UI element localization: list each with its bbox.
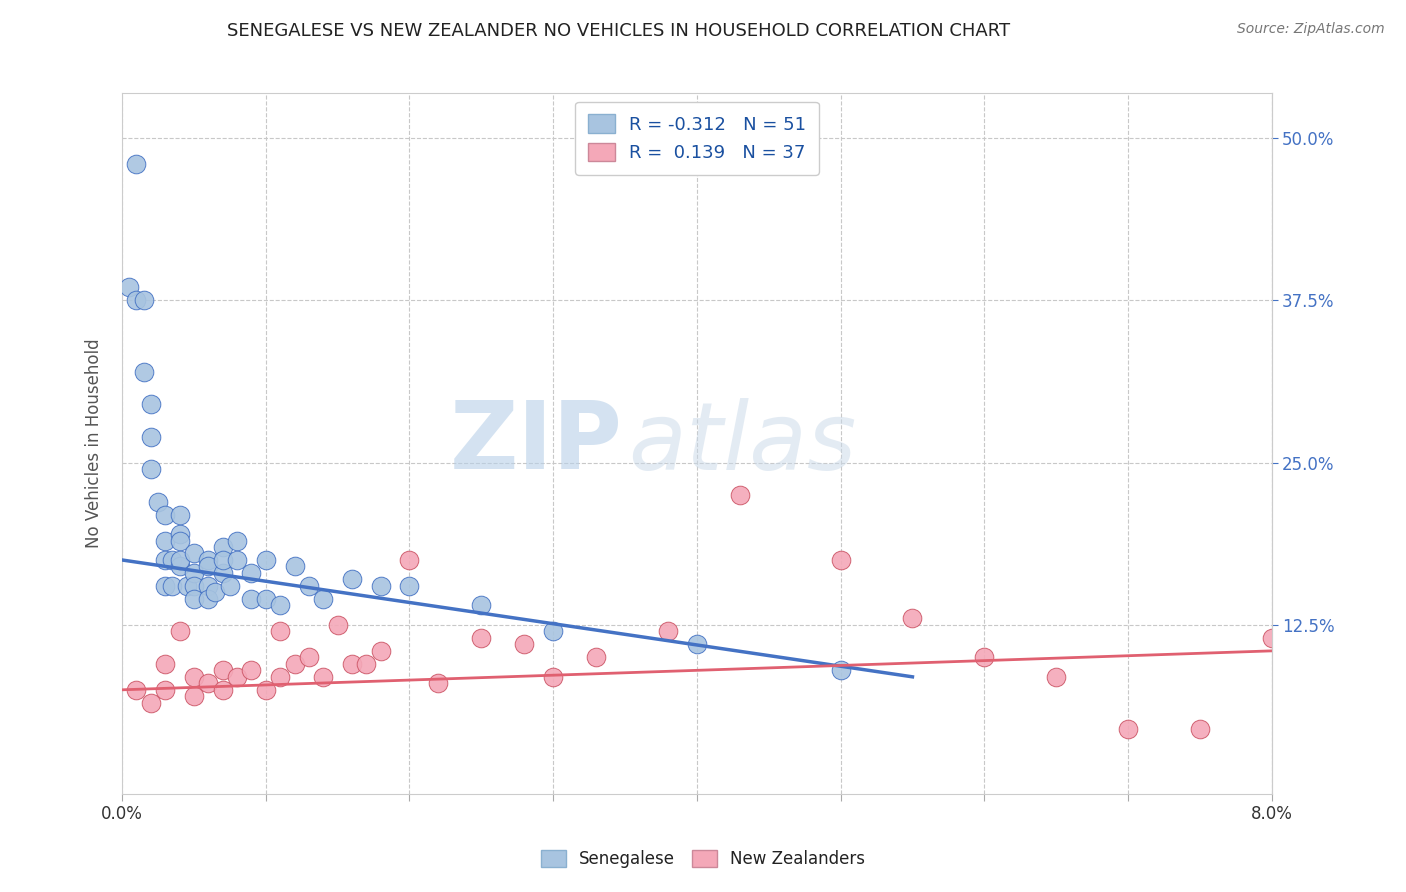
Point [183, 690, 205, 704]
Point [125, 682, 148, 697]
Point [973, 650, 995, 665]
Point [153, 553, 176, 567]
Point [370, 579, 392, 593]
Point [269, 624, 291, 639]
Text: SENEGALESE VS NEW ZEALANDER NO VEHICLES IN HOUSEHOLD CORRELATION CHART: SENEGALESE VS NEW ZEALANDER NO VEHICLES … [228, 22, 1010, 40]
Point [240, 663, 263, 677]
Point [197, 676, 219, 690]
Point [226, 670, 249, 684]
Point [269, 670, 291, 684]
Point [139, 462, 162, 476]
Point [139, 397, 162, 411]
Point [226, 553, 249, 567]
Point [139, 430, 162, 444]
Point [125, 157, 148, 171]
Point [169, 624, 191, 639]
Point [398, 579, 420, 593]
Point [197, 559, 219, 574]
Point [197, 591, 219, 606]
Point [169, 533, 191, 548]
Point [132, 365, 155, 379]
Point [657, 624, 679, 639]
Point [226, 533, 249, 548]
Point [240, 566, 263, 580]
Point [830, 553, 852, 567]
Point [1188, 722, 1211, 736]
Point [1260, 631, 1282, 645]
Point [686, 637, 709, 651]
Point [169, 559, 191, 574]
Point [132, 293, 155, 308]
Point [218, 579, 240, 593]
Text: atlas: atlas [628, 398, 856, 489]
Point [585, 650, 607, 665]
Y-axis label: No Vehicles in Household: No Vehicles in Household [86, 338, 103, 548]
Point [427, 676, 450, 690]
Point [901, 611, 924, 625]
Point [183, 579, 205, 593]
Point [153, 657, 176, 671]
Text: ZIP: ZIP [450, 397, 623, 489]
Point [283, 559, 305, 574]
Point [470, 599, 492, 613]
Point [169, 553, 191, 567]
Point [470, 631, 492, 645]
Point [211, 540, 233, 554]
Point [340, 573, 363, 587]
Point [269, 599, 291, 613]
Point [162, 553, 184, 567]
Point [169, 508, 191, 522]
Point [162, 579, 184, 593]
Point [254, 553, 277, 567]
Point [312, 670, 335, 684]
Point [211, 663, 233, 677]
Point [211, 682, 233, 697]
Point [153, 533, 176, 548]
Point [254, 682, 277, 697]
Point [1116, 722, 1139, 736]
Point [398, 553, 420, 567]
Point [183, 547, 205, 561]
Point [153, 508, 176, 522]
Point [254, 591, 277, 606]
Point [298, 579, 321, 593]
Point [176, 579, 198, 593]
Point [146, 494, 169, 508]
Point [240, 591, 263, 606]
Point [1045, 670, 1067, 684]
Point [340, 657, 363, 671]
Point [197, 553, 219, 567]
Point [541, 670, 564, 684]
Point [370, 644, 392, 658]
Point [298, 650, 321, 665]
Point [197, 579, 219, 593]
Point [211, 553, 233, 567]
Point [153, 579, 176, 593]
Point [541, 624, 564, 639]
Point [118, 280, 141, 294]
Point [183, 566, 205, 580]
Point [169, 527, 191, 541]
Point [728, 488, 751, 502]
Point [204, 585, 226, 599]
Legend: R = -0.312   N = 51, R =  0.139   N = 37: R = -0.312 N = 51, R = 0.139 N = 37 [575, 102, 818, 175]
Point [356, 657, 378, 671]
Point [183, 591, 205, 606]
Point [125, 293, 148, 308]
Text: Source: ZipAtlas.com: Source: ZipAtlas.com [1237, 22, 1385, 37]
Point [211, 566, 233, 580]
Point [139, 696, 162, 710]
Point [830, 663, 852, 677]
Point [183, 670, 205, 684]
Point [283, 657, 305, 671]
Point [153, 682, 176, 697]
Point [312, 591, 335, 606]
Point [513, 637, 536, 651]
Legend: Senegalese, New Zealanders: Senegalese, New Zealanders [534, 843, 872, 875]
Point [326, 618, 349, 632]
